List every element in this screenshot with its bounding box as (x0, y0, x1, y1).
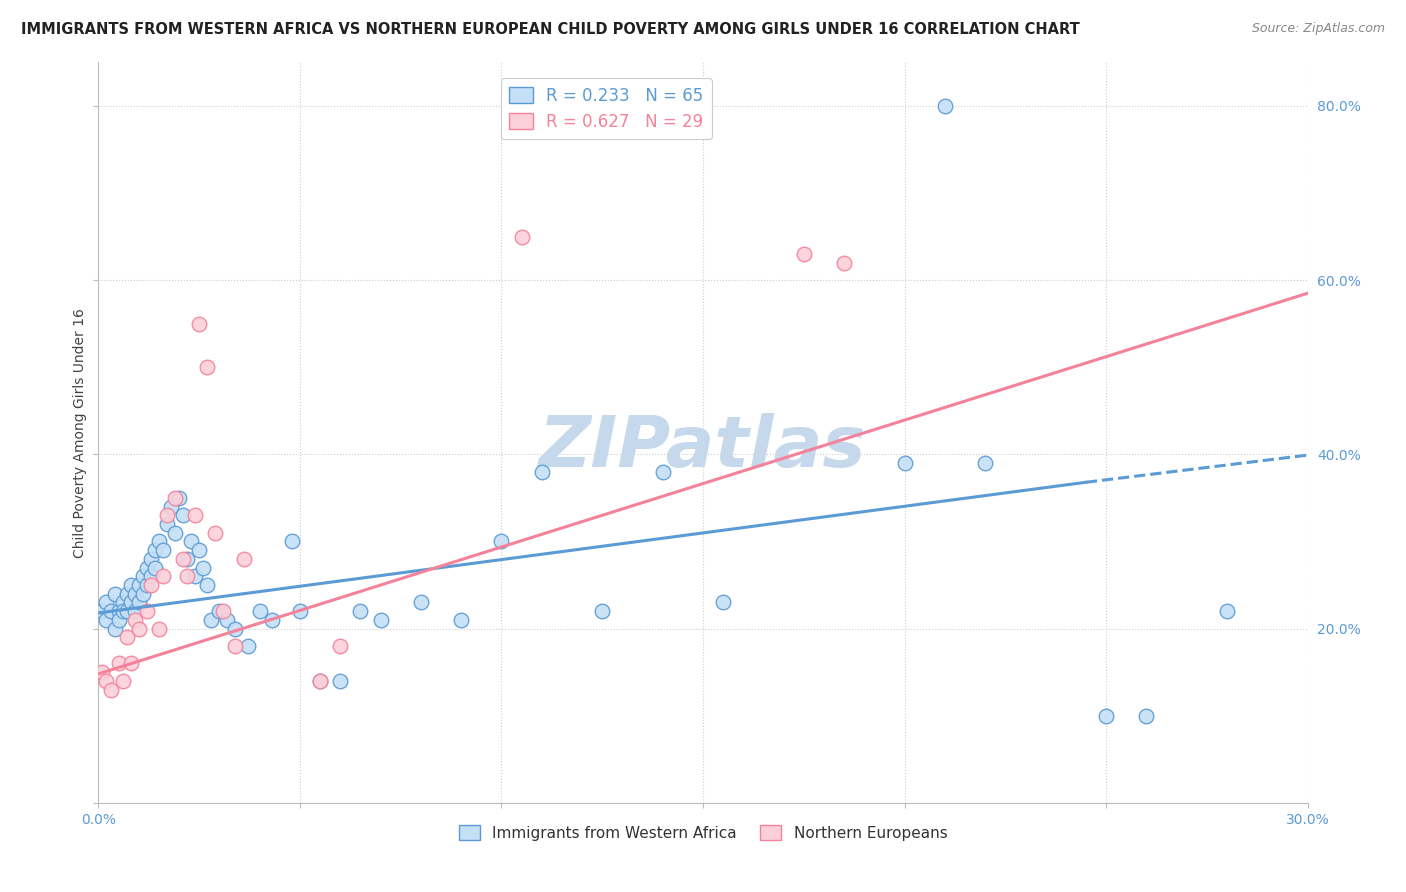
Point (217, 613, 239, 627)
Point (120, 595, 142, 609)
Point (120, 657, 142, 671)
Point (370, 613, 392, 627)
Point (148, 622, 170, 636)
Point (107, 613, 129, 627)
Point (128, 595, 150, 609)
Point (212, 604, 235, 618)
Point (711, 595, 734, 609)
Point (329, 639, 352, 653)
Text: ZIPatlas: ZIPatlas (540, 413, 866, 482)
Point (260, 613, 283, 627)
Point (249, 604, 271, 618)
Point (188, 543, 211, 558)
Point (329, 673, 352, 688)
Point (115, 604, 138, 618)
Point (651, 465, 673, 479)
Point (91, 604, 114, 618)
Point (135, 578, 157, 592)
Point (107, 657, 129, 671)
Point (409, 595, 432, 609)
Point (128, 578, 150, 592)
Point (103, 587, 125, 601)
Point (103, 622, 125, 636)
Point (1135, 708, 1157, 723)
Point (120, 578, 142, 592)
Point (96, 613, 118, 627)
Point (139, 578, 162, 592)
Point (1095, 708, 1118, 723)
Point (115, 587, 138, 601)
Point (530, 465, 553, 479)
Point (143, 543, 166, 558)
Point (156, 517, 179, 532)
Point (135, 604, 157, 618)
Point (491, 534, 513, 549)
Point (124, 587, 146, 601)
Point (96, 595, 118, 609)
Point (132, 569, 155, 583)
Point (200, 613, 222, 627)
Point (139, 552, 162, 566)
Point (450, 613, 472, 627)
Point (128, 622, 150, 636)
Point (510, 229, 533, 244)
Point (96, 673, 118, 688)
Point (204, 525, 226, 540)
Point (195, 360, 218, 375)
Point (111, 673, 134, 688)
Point (893, 456, 915, 470)
Point (974, 456, 997, 470)
Point (100, 682, 122, 697)
Text: IMMIGRANTS FROM WESTERN AFRICA VS NORTHERN EUROPEAN CHILD POVERTY AMONG GIRLS UN: IMMIGRANTS FROM WESTERN AFRICA VS NORTHE… (21, 22, 1080, 37)
Point (152, 569, 174, 583)
Point (1216, 604, 1239, 618)
Point (91, 665, 114, 680)
Point (349, 604, 371, 618)
Point (107, 604, 129, 618)
Point (143, 560, 166, 574)
Point (176, 569, 198, 583)
Point (232, 552, 254, 566)
Point (236, 639, 259, 653)
Text: Source: ZipAtlas.com: Source: ZipAtlas.com (1251, 22, 1385, 36)
Point (184, 508, 207, 523)
Point (281, 534, 304, 549)
Point (188, 317, 211, 331)
Point (124, 613, 146, 627)
Point (152, 543, 174, 558)
Point (288, 604, 311, 618)
Point (156, 508, 179, 523)
Point (139, 569, 162, 583)
Point (224, 622, 246, 636)
Point (208, 604, 231, 618)
Point (111, 604, 134, 618)
Point (163, 491, 186, 505)
Point (309, 673, 332, 688)
Point (176, 552, 198, 566)
Point (148, 534, 170, 549)
Point (111, 595, 134, 609)
Point (124, 604, 146, 618)
Point (163, 525, 186, 540)
Point (180, 534, 202, 549)
Point (309, 673, 332, 688)
Point (167, 491, 190, 505)
Point (195, 578, 218, 592)
Point (172, 552, 194, 566)
Point (193, 560, 215, 574)
Point (793, 247, 815, 261)
Point (160, 500, 183, 514)
Point (184, 569, 207, 583)
Point (132, 587, 155, 601)
Point (100, 604, 122, 618)
Point (832, 256, 855, 270)
Point (224, 639, 246, 653)
Point (934, 99, 956, 113)
Point (172, 508, 194, 523)
Y-axis label: Child Poverty Among Girls Under 16: Child Poverty Among Girls Under 16 (73, 308, 87, 558)
Legend: Immigrants from Western Africa, Northern Europeans: Immigrants from Western Africa, Northern… (453, 819, 953, 847)
Point (591, 604, 613, 618)
Point (115, 630, 138, 644)
Point (135, 560, 157, 574)
